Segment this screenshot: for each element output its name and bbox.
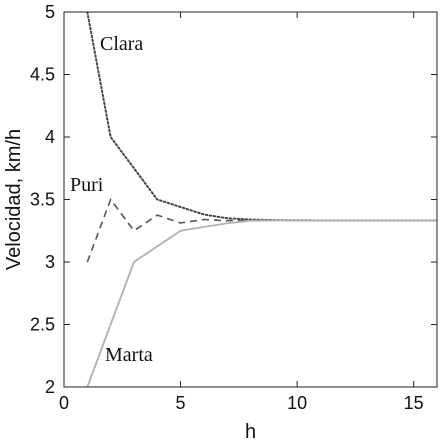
y-tick-label: 4 (45, 127, 55, 147)
y-axis-title: Velocidad, km/h (3, 129, 25, 270)
x-tick-label: 15 (404, 393, 424, 413)
x-tick-label: 5 (176, 393, 186, 413)
series-label-puri: Puri (70, 174, 104, 196)
series-label-marta: Marta (105, 344, 153, 366)
series-line-marta (86, 219, 437, 387)
plot-frame (63, 11, 438, 388)
series-labels-layer: Clara Puri Marta (70, 33, 153, 366)
y-tick-label: 3 (45, 252, 55, 272)
y-tick-label: 2.5 (30, 315, 55, 335)
series-label-clara: Clara (100, 33, 143, 55)
series-layer (86, 12, 437, 387)
y-tick-label: 5 (45, 2, 55, 22)
series-line-puri (86, 197, 437, 263)
x-tick-label: 10 (287, 393, 307, 413)
y-tick-label: 4.5 (30, 65, 55, 85)
y-tick-label: 3.5 (30, 190, 55, 210)
ticks-layer: 0 5 10 15 2 2.5 3 3.5 4 4.5 5 (30, 2, 437, 413)
x-axis-title: h (245, 421, 256, 443)
x-tick-label: 0 (59, 393, 69, 413)
y-tick-label: 2 (45, 377, 55, 397)
